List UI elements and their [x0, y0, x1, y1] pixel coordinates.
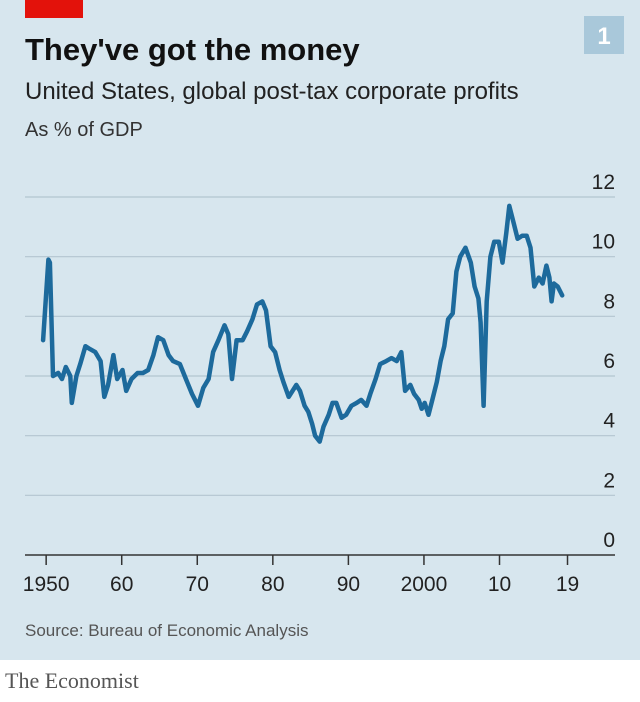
chart-background: [0, 0, 640, 660]
y-tick-label: 2: [603, 469, 615, 492]
chart-number: 1: [597, 23, 610, 50]
y-tick-label: 10: [592, 231, 615, 254]
x-tick-label: 60: [110, 573, 133, 596]
x-tick-label: 2000: [401, 573, 448, 596]
x-tick-label: 19: [556, 573, 579, 596]
x-tick-label: 70: [186, 573, 209, 596]
chart-title: They've got the money: [25, 32, 360, 67]
x-tick-label: 1950: [23, 573, 70, 596]
x-tick-label: 80: [261, 573, 284, 596]
badge: [584, 16, 624, 54]
data-line: [40, 203, 565, 444]
red-tag: [25, 0, 83, 18]
x-tick-label: 90: [337, 573, 360, 596]
source: Source: Bureau of Economic Analysis: [25, 621, 308, 640]
y-axis-label: As % of GDP: [25, 119, 143, 141]
publisher: The Economist: [5, 668, 139, 693]
y-tick-label: 12: [592, 171, 615, 194]
chart-subtitle: United States, global post-tax corporate…: [25, 78, 519, 105]
x-tick-label: 10: [488, 573, 511, 596]
y-tick-label: 0: [603, 529, 615, 552]
y-tick-label: 4: [603, 410, 615, 433]
y-tick-label: 6: [603, 350, 615, 373]
y-tick-label: 8: [603, 290, 615, 313]
